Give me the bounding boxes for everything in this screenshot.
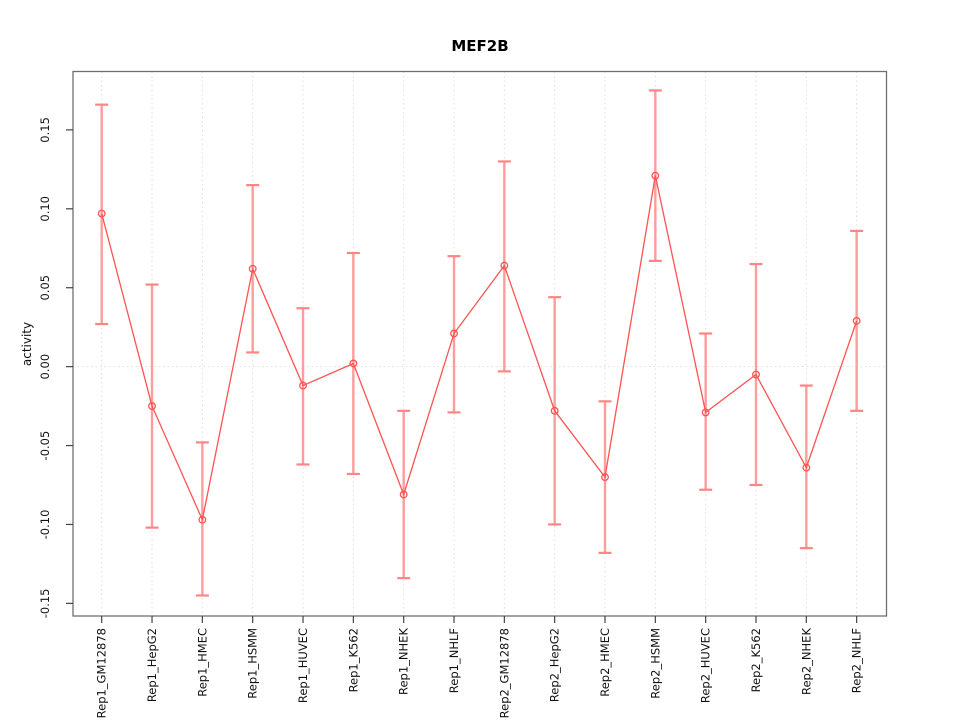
x-tick-label: Rep2_GM12878 [497, 628, 511, 718]
data-point-marker [852, 316, 861, 325]
x-tick-label: Rep2_HMEC [598, 628, 612, 697]
y-tick-label: 0.05 [38, 275, 52, 301]
x-tick-label: Rep1_HSMM [246, 628, 260, 699]
x-tick-label: Rep1_HUVEC [296, 628, 310, 703]
series-line [101, 175, 858, 522]
x-tick-label: Rep1_HepG2 [145, 628, 159, 702]
data-point-marker [349, 359, 358, 368]
data-point-marker [701, 408, 710, 417]
data-point-marker [299, 381, 307, 390]
chart-title: MEF2B [451, 37, 509, 55]
x-tick-label: Rep2_HUVEC [699, 628, 713, 703]
x-tick-label: Rep1_NHLF [447, 628, 461, 693]
plot-frame [72, 70, 888, 617]
x-tick-label: Rep1_NHEK [397, 628, 411, 695]
x-tick-label: Rep2_K562 [749, 628, 763, 692]
data-point-marker [601, 473, 609, 482]
y-tick-label: 0.10 [38, 196, 52, 222]
x-tick-label: Rep1_HMEC [195, 628, 209, 697]
x-tick-label: Rep2_HSMM [648, 628, 662, 699]
x-tick-label: Rep1_GM12878 [95, 628, 109, 718]
data-point-marker [248, 264, 257, 273]
y-tick-label: -0.10 [38, 510, 52, 540]
y-tick-label: 0.00 [38, 354, 52, 380]
y-tick-label: -0.05 [38, 431, 52, 461]
data-point-marker [450, 329, 458, 338]
x-tick-label: Rep2_HepG2 [548, 628, 562, 702]
y-tick-label: -0.15 [38, 588, 52, 618]
data-point-marker [500, 261, 509, 270]
data-point-marker [198, 515, 207, 524]
data-point-marker [97, 209, 106, 218]
data-point-marker [802, 463, 811, 472]
data-point-marker [752, 370, 760, 379]
data-point-marker [148, 402, 156, 411]
data-point-marker [399, 490, 408, 499]
x-tick-label: Rep2_NHLF [850, 628, 864, 693]
data-point-marker [651, 171, 660, 180]
data-point-marker [550, 406, 559, 415]
y-tick-label: 0.15 [38, 117, 52, 143]
x-tick-label: Rep2_NHEK [799, 628, 813, 695]
y-axis-label: activity [20, 321, 34, 367]
x-tick-label: Rep1_K562 [346, 628, 360, 692]
